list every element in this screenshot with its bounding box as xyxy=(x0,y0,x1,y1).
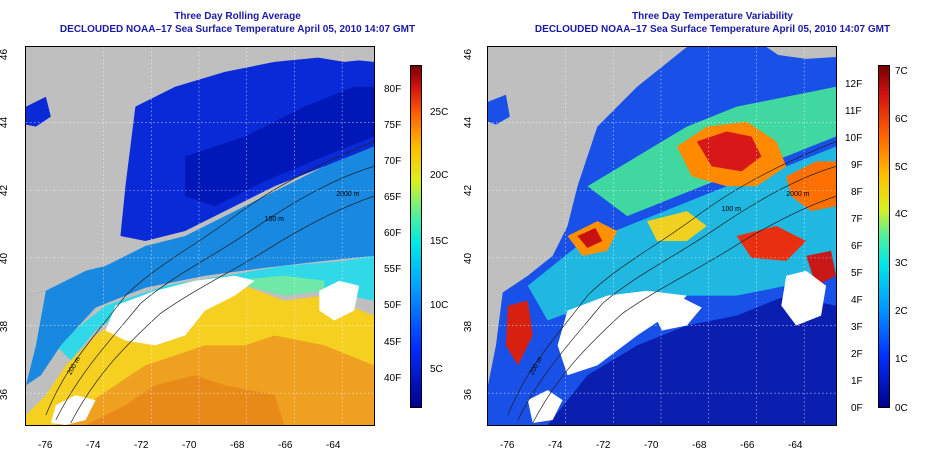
average-y-tick: 36 xyxy=(0,388,11,401)
average-y-tick: 44 xyxy=(0,116,11,129)
variability-y-tick: 44 xyxy=(463,116,475,129)
variability-x-tick: -64 xyxy=(788,440,803,451)
variability-colorbar-f: 12F xyxy=(845,79,863,90)
variability-title: Three Day Temperature Variability xyxy=(632,11,793,22)
average-colorbar-f: 40F xyxy=(384,373,402,384)
average-x-tick: -74 xyxy=(86,440,101,451)
average-y-tick: 40 xyxy=(0,252,11,265)
variability-colorbar-f: 0F xyxy=(851,403,863,414)
average-x-tick: -64 xyxy=(326,440,341,451)
variability-colorbar-f: 1F xyxy=(851,376,863,387)
variability-contour-label-100: 100 m xyxy=(722,206,742,213)
variability-x-tick: -76 xyxy=(500,440,515,451)
variability-colorbar-f: 6F xyxy=(851,241,863,252)
variability-subtitle: DECLOUDED NOAA–17 Sea Surface Temperatur… xyxy=(534,24,891,35)
variability-colorbar xyxy=(878,65,890,408)
average-y-tick: 46 xyxy=(0,48,11,61)
variability-y-tick: 36 xyxy=(463,388,475,401)
variability-colorbar-c: 5C xyxy=(895,162,908,173)
variability-colorbar-f: 10F xyxy=(845,133,863,144)
variability-colorbar-c: 6C xyxy=(895,114,908,125)
average-x-tick: -72 xyxy=(134,440,149,451)
average-colorbar-f: 75F xyxy=(384,120,402,131)
variability-y-tick: 38 xyxy=(463,320,475,333)
average-map-graphic: 2000 m 100 m 200 m xyxy=(26,47,374,425)
variability-colorbar-f: 7F xyxy=(851,214,863,225)
average-sst-map: 2000 m 100 m 200 m xyxy=(25,46,375,426)
variability-x-tick: -66 xyxy=(740,440,755,451)
average-y-tick: 38 xyxy=(0,320,11,333)
average-x-tick: -66 xyxy=(278,440,293,451)
average-colorbar-f: 65F xyxy=(384,192,402,203)
variability-colorbar-f: 4F xyxy=(851,295,863,306)
average-colorbar-f: 45F xyxy=(384,337,402,348)
variability-y-tick: 40 xyxy=(463,252,475,265)
variability-colorbar-f: 2F xyxy=(851,349,863,360)
average-title: Three Day Rolling Average xyxy=(174,11,301,22)
average-x-tick: -70 xyxy=(182,440,197,451)
variability-colorbar-f: 8F xyxy=(851,187,863,198)
variability-colorbar-c: 2C xyxy=(895,306,908,317)
average-colorbar-f: 50F xyxy=(384,300,402,311)
average-contour-label-2000: 2000 m xyxy=(336,191,359,198)
variability-x-tick: -74 xyxy=(548,440,563,451)
average-contour-label-100: 100 m xyxy=(265,216,285,223)
variability-y-tick: 46 xyxy=(463,48,475,61)
average-x-tick: -68 xyxy=(230,440,245,451)
variability-x-tick: -70 xyxy=(644,440,659,451)
variability-map-graphic: 2000 m 100 m 200 m xyxy=(488,47,836,425)
variability-map: 2000 m 100 m 200 m xyxy=(487,46,837,426)
variability-colorbar-c: 7C xyxy=(895,66,908,77)
variability-colorbar-c: 4C xyxy=(895,209,908,220)
average-colorbar xyxy=(410,65,422,408)
average-colorbar-f: 60F xyxy=(384,228,402,239)
variability-x-tick: -68 xyxy=(692,440,707,451)
average-subtitle: DECLOUDED NOAA–17 Sea Surface Temperatur… xyxy=(59,24,416,35)
variability-panel: Three Day Temperature Variability DECLOU… xyxy=(463,0,950,475)
variability-x-tick: -72 xyxy=(596,440,611,451)
variability-colorbar-c: 0C xyxy=(895,403,908,414)
variability-colorbar-f: 3F xyxy=(851,322,863,333)
average-colorbar-f: 80F xyxy=(384,84,402,95)
variability-colorbar-c: 1C xyxy=(895,354,908,365)
average-x-tick: -76 xyxy=(38,440,53,451)
average-colorbar-c: 15C xyxy=(430,236,449,247)
average-colorbar-c: 20C xyxy=(430,170,449,181)
average-colorbar-c: 25C xyxy=(430,107,449,118)
average-panel: Three Day Rolling Average DECLOUDED NOAA… xyxy=(0,11,449,451)
average-colorbar-f: 70F xyxy=(384,156,402,167)
variability-colorbar-f: 11F xyxy=(845,106,862,117)
average-colorbar-c: 5C xyxy=(430,364,443,375)
variability-y-tick: 42 xyxy=(463,184,475,197)
average-colorbar-f: 55F xyxy=(384,264,402,275)
variability-colorbar-f: 5F xyxy=(851,268,863,279)
average-y-tick: 42 xyxy=(0,184,11,197)
variability-colorbar-c: 3C xyxy=(895,258,908,269)
variability-colorbar-f: 9F xyxy=(851,160,863,171)
average-colorbar-c: 10C xyxy=(430,300,449,311)
variability-contour-label-2000: 2000 m xyxy=(786,191,809,198)
